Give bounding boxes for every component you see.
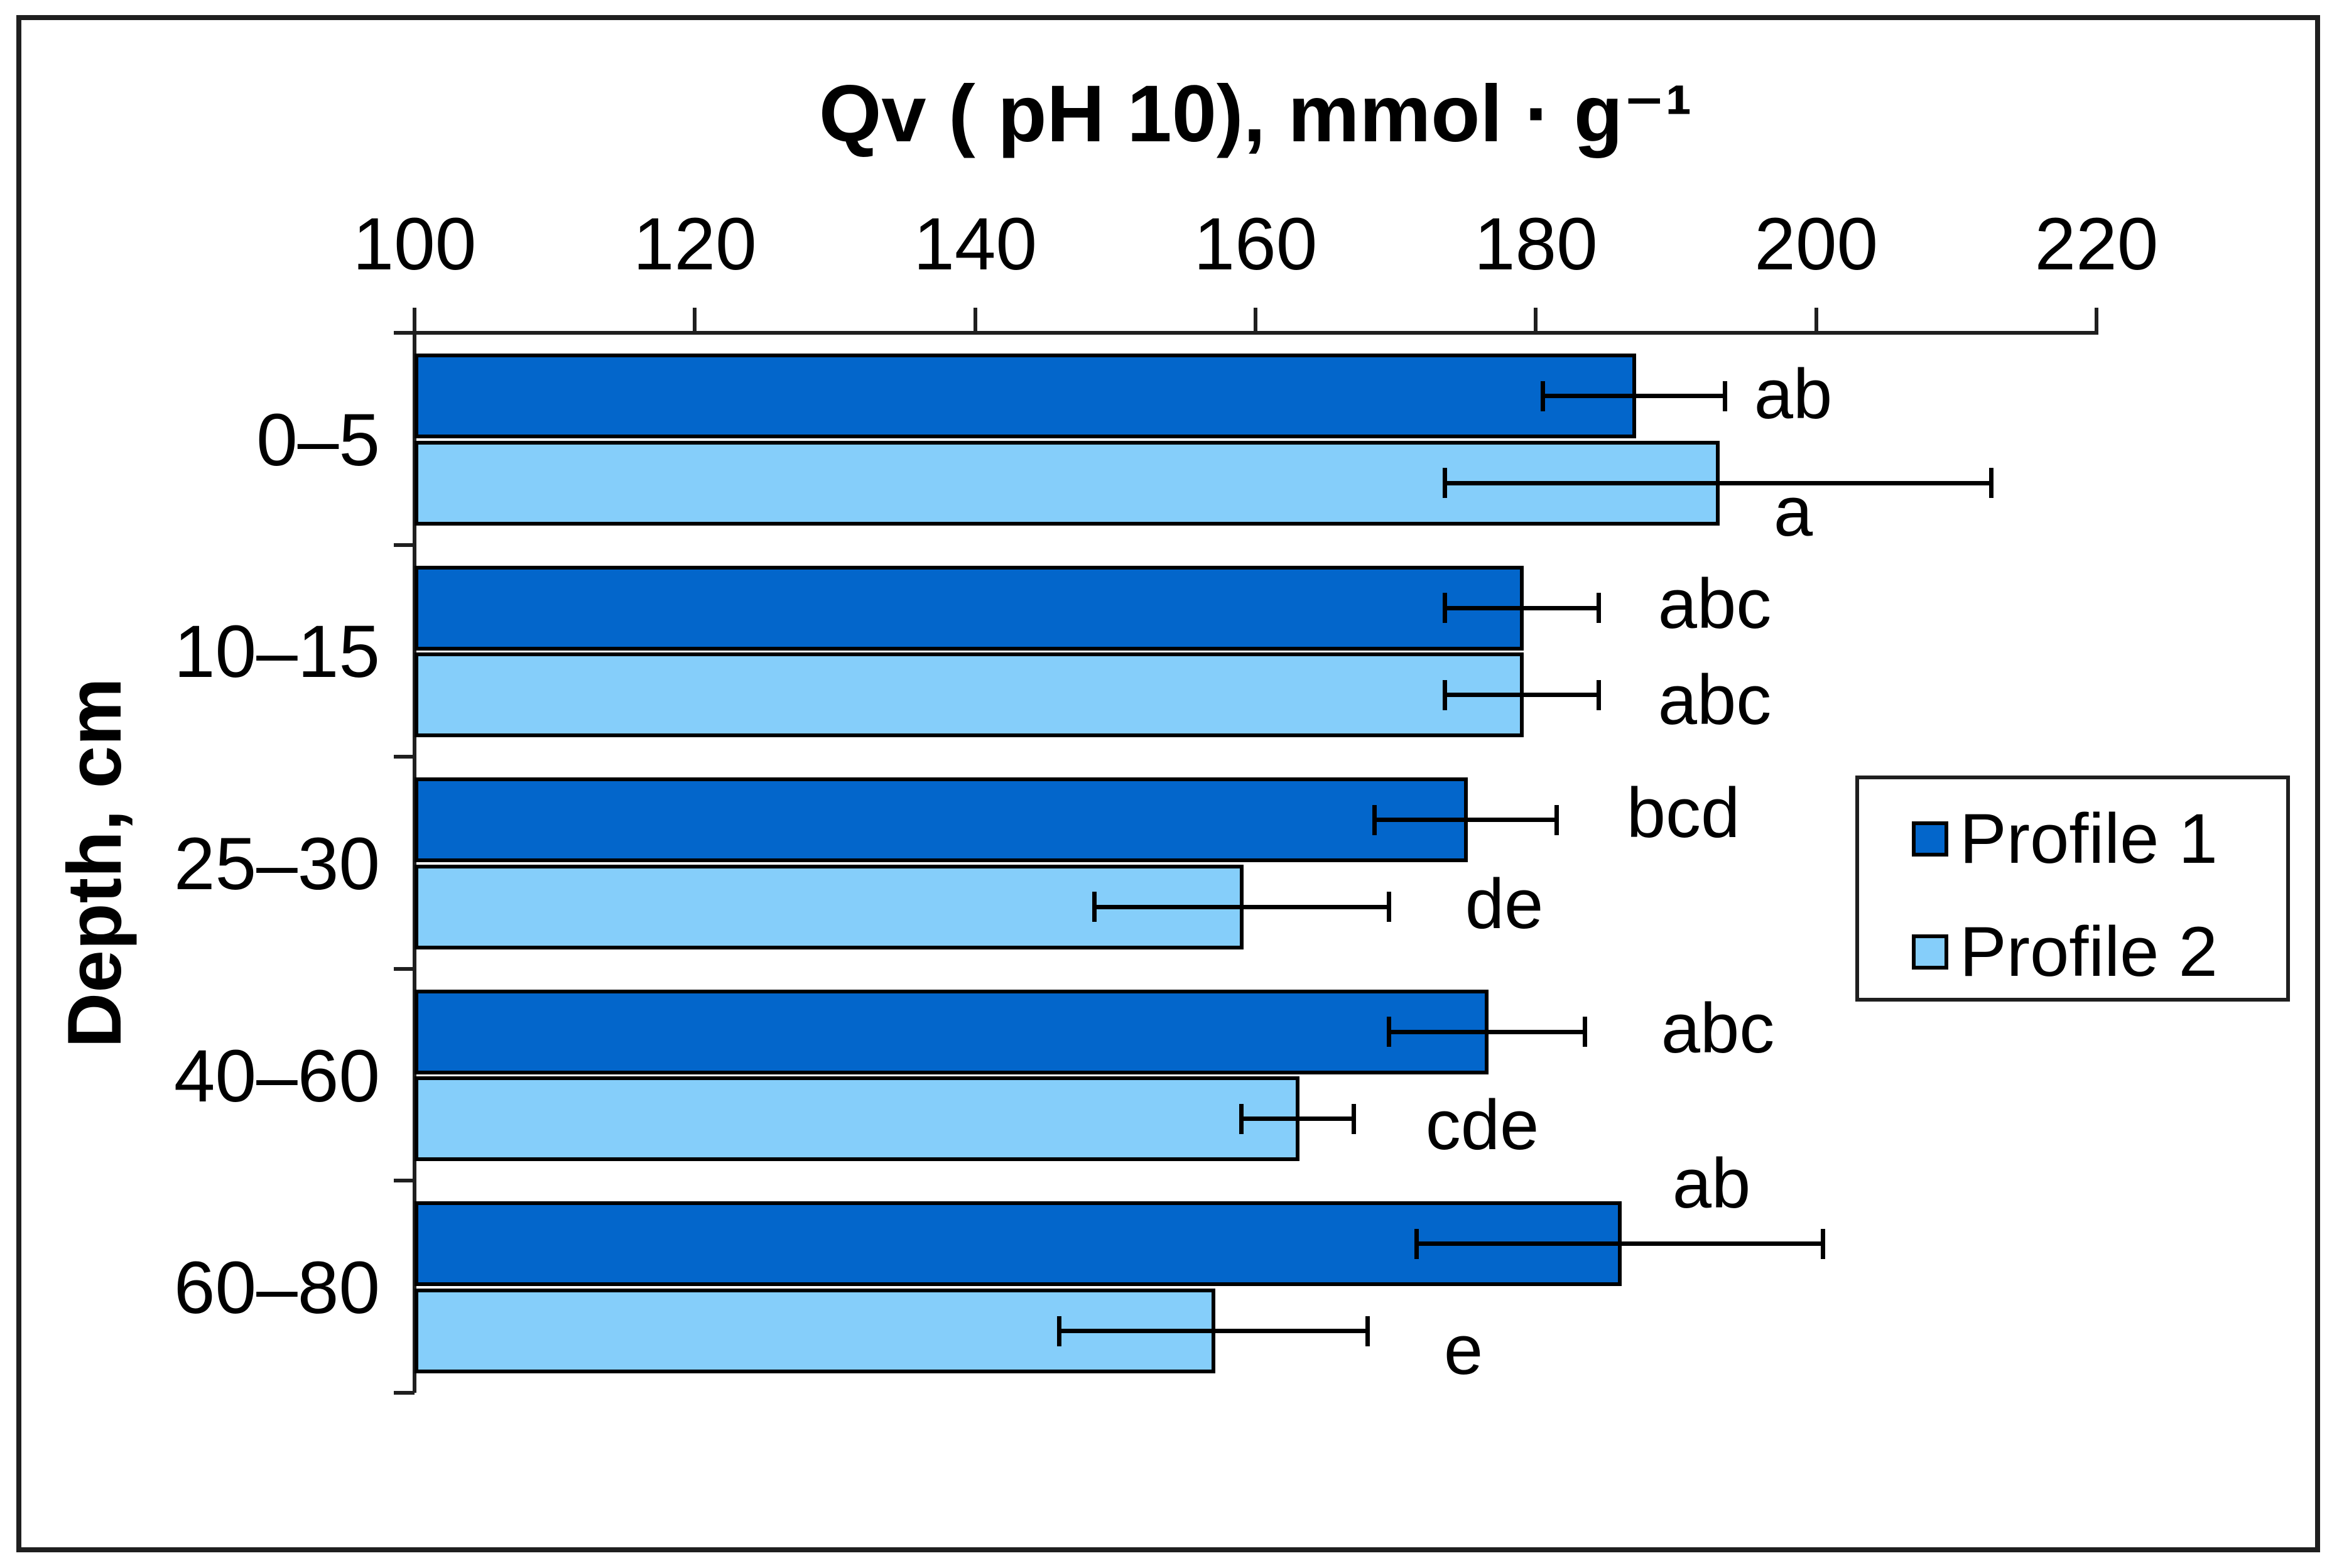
figure-border (16, 15, 2320, 1552)
significance-label: e (1443, 1311, 1484, 1389)
x-tick (973, 308, 977, 333)
error-bar-cap (1821, 1228, 1826, 1259)
error-bar-cap (1414, 1228, 1419, 1259)
significance-label: ab (1672, 1144, 1751, 1223)
category-label: 60–80 (173, 1246, 380, 1330)
bar-profile-2-40–60 (415, 1076, 1299, 1162)
error-bar (1416, 1241, 1823, 1246)
x-tick (693, 308, 697, 333)
error-bar-cap (1057, 1316, 1062, 1346)
error-bar (1445, 605, 1599, 610)
legend-label-profile-2: Profile 2 (1960, 912, 2218, 991)
x-axis-line (413, 331, 2098, 335)
y-axis-line (413, 333, 416, 1393)
error-bar-cap (1723, 381, 1728, 411)
error-bar-cap (1442, 679, 1447, 710)
x-tick-label: 220 (2034, 203, 2159, 286)
error-bar-cap (1597, 593, 1602, 624)
x-tick-label: 160 (1193, 203, 1318, 286)
error-bar (1389, 1029, 1585, 1034)
error-bar-cap (1386, 1017, 1391, 1047)
error-bar-cap (1239, 1103, 1244, 1134)
legend: Profile 1 Profile 2 (1855, 776, 2290, 1002)
significance-label: abc (1657, 565, 1772, 643)
x-tick (1534, 308, 1538, 333)
error-bar (1445, 693, 1599, 698)
x-tick (2095, 308, 2098, 333)
error-bar-cap (1351, 1103, 1356, 1134)
bar-profile-1-40–60 (415, 989, 1489, 1074)
error-bar (1445, 480, 1992, 485)
bar-profile-2-10–15 (415, 652, 1524, 738)
significance-label: abc (1661, 989, 1775, 1068)
legend-swatch-profile-1 (1912, 821, 1948, 857)
legend-label-profile-1: Profile 1 (1960, 799, 2218, 878)
y-tick (394, 331, 415, 335)
significance-label: de (1465, 865, 1544, 943)
error-bar (1374, 818, 1557, 823)
category-label: 0–5 (256, 398, 380, 482)
error-bar (1059, 1329, 1368, 1333)
error-bar-cap (1092, 892, 1097, 922)
x-tick (413, 308, 416, 333)
category-label: 40–60 (173, 1034, 380, 1118)
bar-profile-1-60–80 (415, 1201, 1622, 1287)
error-bar (1094, 904, 1389, 909)
error-bar-cap (1442, 468, 1447, 499)
significance-label: bcd (1626, 774, 1740, 852)
chart-title: Qv ( pH 10), mmol · g⁻¹ (818, 69, 1693, 159)
y-tick (394, 1391, 415, 1395)
y-tick (394, 1179, 415, 1183)
y-tick (394, 966, 415, 971)
error-bar-cap (1554, 804, 1559, 835)
significance-label: a (1773, 472, 1813, 551)
significance-label: abc (1657, 661, 1772, 739)
category-label: 10–15 (173, 610, 380, 694)
error-bar-cap (1597, 679, 1602, 710)
x-tick-label: 200 (1754, 203, 1879, 286)
category-label: 25–30 (173, 823, 380, 906)
x-tick-label: 120 (632, 203, 757, 286)
x-tick-label: 100 (352, 203, 477, 286)
legend-swatch-profile-2 (1912, 934, 1948, 970)
x-tick-label: 180 (1473, 203, 1598, 286)
x-tick (1814, 308, 1818, 333)
error-bar-cap (1540, 381, 1545, 411)
bar-profile-1-25–30 (415, 777, 1468, 863)
error-bar (1241, 1117, 1354, 1122)
x-tick-label: 140 (913, 203, 1038, 286)
bar-profile-1-10–15 (415, 565, 1524, 651)
significance-label: ab (1754, 355, 1833, 433)
y-tick (394, 755, 415, 759)
error-bar-cap (1365, 1316, 1370, 1346)
significance-label: cde (1425, 1086, 1539, 1164)
error-bar-cap (1989, 468, 1994, 499)
y-tick (394, 543, 415, 547)
error-bar-cap (1386, 892, 1391, 922)
error-bar-cap (1582, 1017, 1587, 1047)
bar-profile-1-0–5 (415, 354, 1636, 438)
error-bar-cap (1442, 593, 1447, 624)
error-bar (1543, 394, 1725, 398)
error-bar-cap (1372, 804, 1377, 835)
x-tick (1254, 308, 1257, 333)
